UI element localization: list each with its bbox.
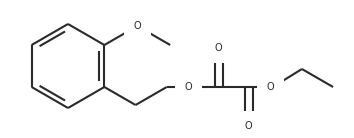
Text: O: O [133,21,141,31]
Text: O: O [185,82,193,92]
Text: O: O [245,121,252,131]
Text: O: O [215,43,223,53]
Text: O: O [267,82,275,92]
